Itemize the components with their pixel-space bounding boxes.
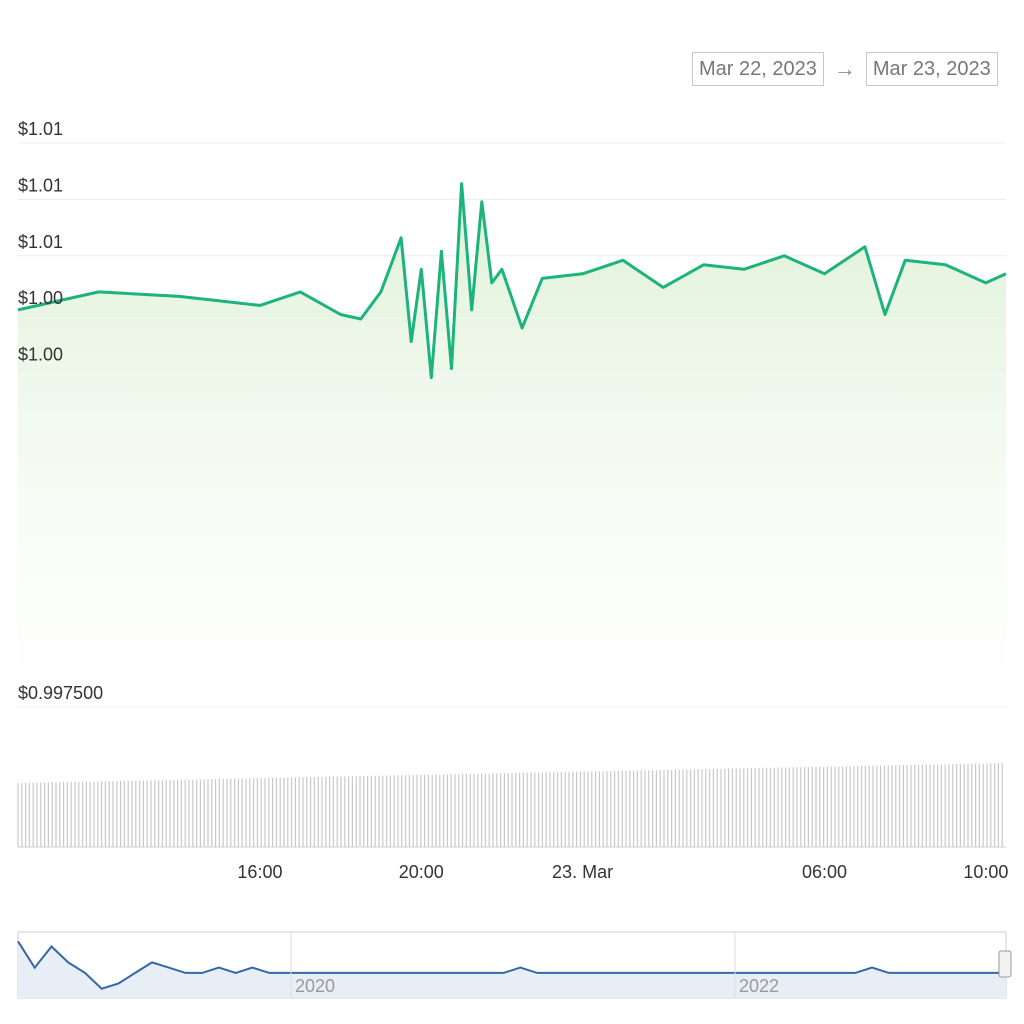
navigator-area <box>18 941 1006 998</box>
x-tick-label: 10:00 <box>963 862 1008 882</box>
x-tick-label: 20:00 <box>399 862 444 882</box>
y-tick-label: $0.997500 <box>18 683 103 703</box>
y-tick-label: $1.00 <box>18 345 63 365</box>
x-tick-label: 16:00 <box>237 862 282 882</box>
range-from-input[interactable]: Mar 22, 2023 <box>692 52 824 86</box>
y-tick-label: $1.01 <box>18 232 63 252</box>
range-arrow-icon: → <box>833 56 856 81</box>
price-line <box>17 182 1007 380</box>
x-tick-label: 06:00 <box>802 862 847 882</box>
navigator-line <box>17 940 1006 990</box>
y-tick-label: $1.01 <box>18 175 63 195</box>
x-tick-label: 23. Mar <box>552 862 613 882</box>
navigator-tick-label: 2020 <box>295 976 335 996</box>
date-range-selector: Mar 22, 2023 → Mar 23, 2023 <box>692 52 998 86</box>
price-area <box>18 183 1006 708</box>
navigator-handle[interactable] <box>998 950 1012 978</box>
y-tick-label: $1.01 <box>18 119 63 139</box>
y-tick-label: $1.00 <box>18 288 63 308</box>
range-to-input[interactable]: Mar 23, 2023 <box>865 52 998 86</box>
navigator-tick-label: 2022 <box>739 976 779 996</box>
